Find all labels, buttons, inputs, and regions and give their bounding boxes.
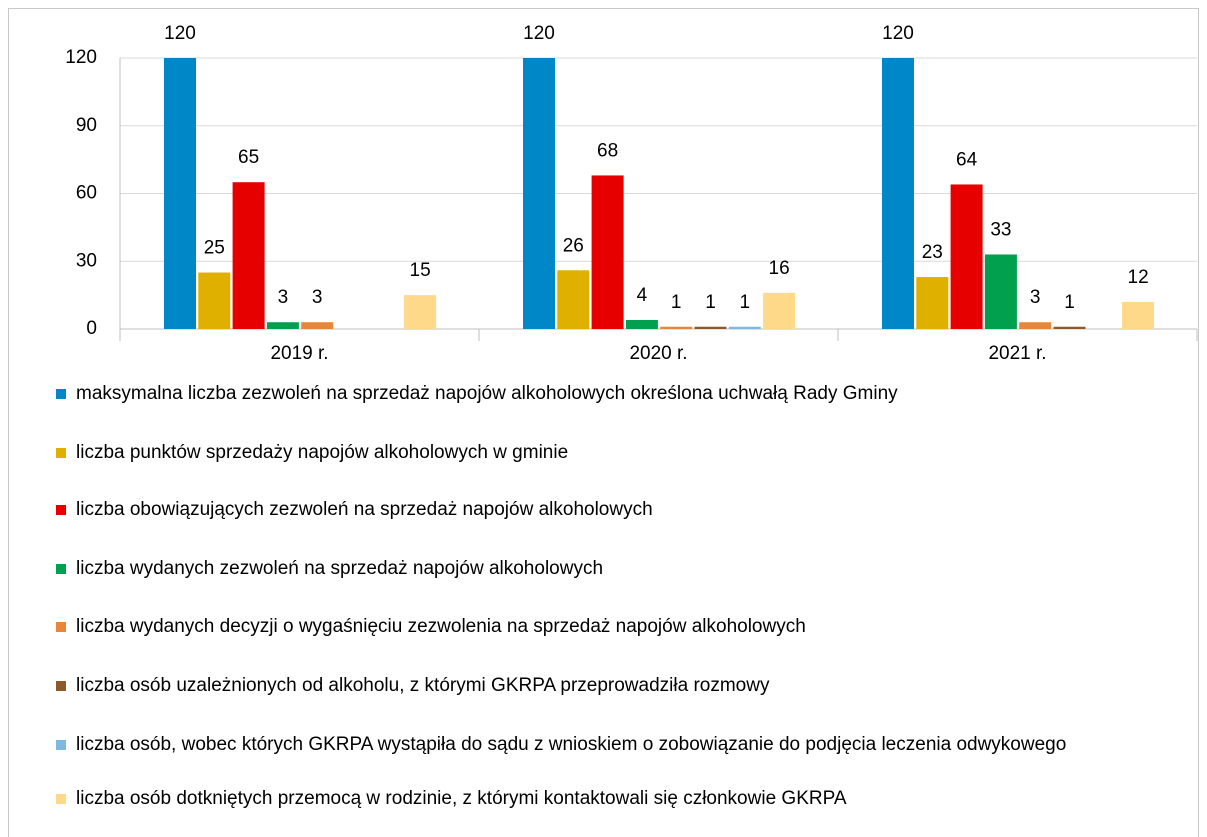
data-label: 1 — [705, 292, 716, 313]
bar — [625, 319, 658, 329]
legend-entry: liczba osób uzależnionych od alkoholu, z… — [56, 675, 1186, 697]
bar — [1019, 322, 1052, 329]
data-label: 1 — [1064, 292, 1075, 313]
legend-entry: liczba obowiązujących zezwoleń na sprzed… — [56, 499, 1186, 521]
legend-label: liczba obowiązujących zezwoleń na sprzed… — [76, 499, 653, 520]
legend-swatch — [56, 564, 66, 574]
bar — [301, 322, 334, 329]
legend-entry: maksymalna liczba zezwoleń na sprzedaż n… — [56, 383, 1186, 405]
legend-swatch — [56, 794, 66, 804]
y-tick-label: 0 — [86, 318, 97, 339]
data-label: 25 — [204, 238, 225, 259]
data-label: 120 — [523, 23, 555, 44]
bar — [1122, 301, 1155, 329]
data-label: 3 — [1030, 287, 1041, 308]
data-label: 16 — [769, 258, 790, 279]
legend-entry: liczba wydanych zezwoleń na sprzedaż nap… — [56, 558, 1186, 580]
bar — [164, 58, 196, 329]
legend-entry: liczba osób dotkniętych przemocą w rodzi… — [56, 788, 1186, 810]
bar — [232, 182, 265, 329]
legend-entry: liczba osób, wobec których GKRPA wystąpi… — [56, 734, 1186, 756]
data-label: 4 — [637, 285, 648, 306]
bar — [523, 58, 555, 329]
legend-label: liczba osób uzależnionych od alkoholu, z… — [76, 675, 770, 696]
legend-label: liczba punktów sprzedaży napojów alkohol… — [76, 442, 569, 463]
data-label: 1 — [740, 292, 751, 313]
legend-swatch — [56, 740, 66, 750]
data-label: 23 — [922, 242, 943, 263]
legend-label: liczba wydanych zezwoleń na sprzedaż nap… — [76, 558, 604, 579]
legend-label: maksymalna liczba zezwoleń na sprzedaż n… — [76, 383, 898, 404]
data-label: 3 — [312, 287, 323, 308]
bar — [916, 277, 949, 329]
legend-swatch — [56, 681, 66, 691]
legend-swatch — [56, 448, 66, 458]
data-label: 12 — [1128, 267, 1149, 288]
bar — [198, 272, 231, 329]
data-label: 65 — [238, 147, 259, 168]
y-tick-label: 120 — [65, 47, 97, 68]
data-label: 15 — [410, 260, 431, 281]
legend-label: liczba wydanych decyzji o wygaśnięciu ze… — [76, 616, 806, 637]
data-label: 68 — [597, 140, 618, 161]
legend-label: liczba osób, wobec których GKRPA wystąpi… — [76, 734, 1067, 755]
legend-swatch — [56, 622, 66, 632]
x-tick-label: 2020 r. — [629, 343, 687, 364]
y-tick-label: 30 — [76, 250, 97, 271]
frame — [8, 8, 1199, 837]
data-label: 120 — [164, 23, 196, 44]
x-tick-label: 2021 r. — [988, 343, 1046, 364]
bar — [266, 322, 299, 329]
legend-label: liczba osób dotkniętych przemocą w rodzi… — [76, 788, 847, 809]
data-label: 26 — [563, 235, 584, 256]
y-tick-label: 90 — [76, 115, 97, 136]
legend-swatch — [56, 389, 66, 399]
bar — [660, 326, 693, 329]
legend-swatch — [56, 505, 66, 515]
bar — [984, 254, 1017, 329]
x-tick-label: 2019 r. — [270, 343, 328, 364]
bar — [404, 295, 437, 329]
data-label: 120 — [882, 23, 914, 44]
legend-entry: liczba wydanych decyzji o wygaśnięciu ze… — [56, 616, 1186, 638]
data-label: 1 — [671, 292, 682, 313]
bar — [557, 270, 590, 329]
data-label: 33 — [990, 219, 1011, 240]
legend-entry: liczba punktów sprzedaży napojów alkohol… — [56, 442, 1186, 464]
bar — [694, 326, 727, 329]
bar — [763, 292, 796, 329]
bar — [1053, 326, 1086, 329]
bar — [882, 58, 914, 329]
data-label: 64 — [956, 149, 978, 170]
bar — [728, 326, 761, 329]
bar — [950, 184, 983, 329]
data-label: 3 — [278, 287, 289, 308]
bar — [591, 175, 624, 329]
y-tick-label: 60 — [76, 183, 97, 204]
